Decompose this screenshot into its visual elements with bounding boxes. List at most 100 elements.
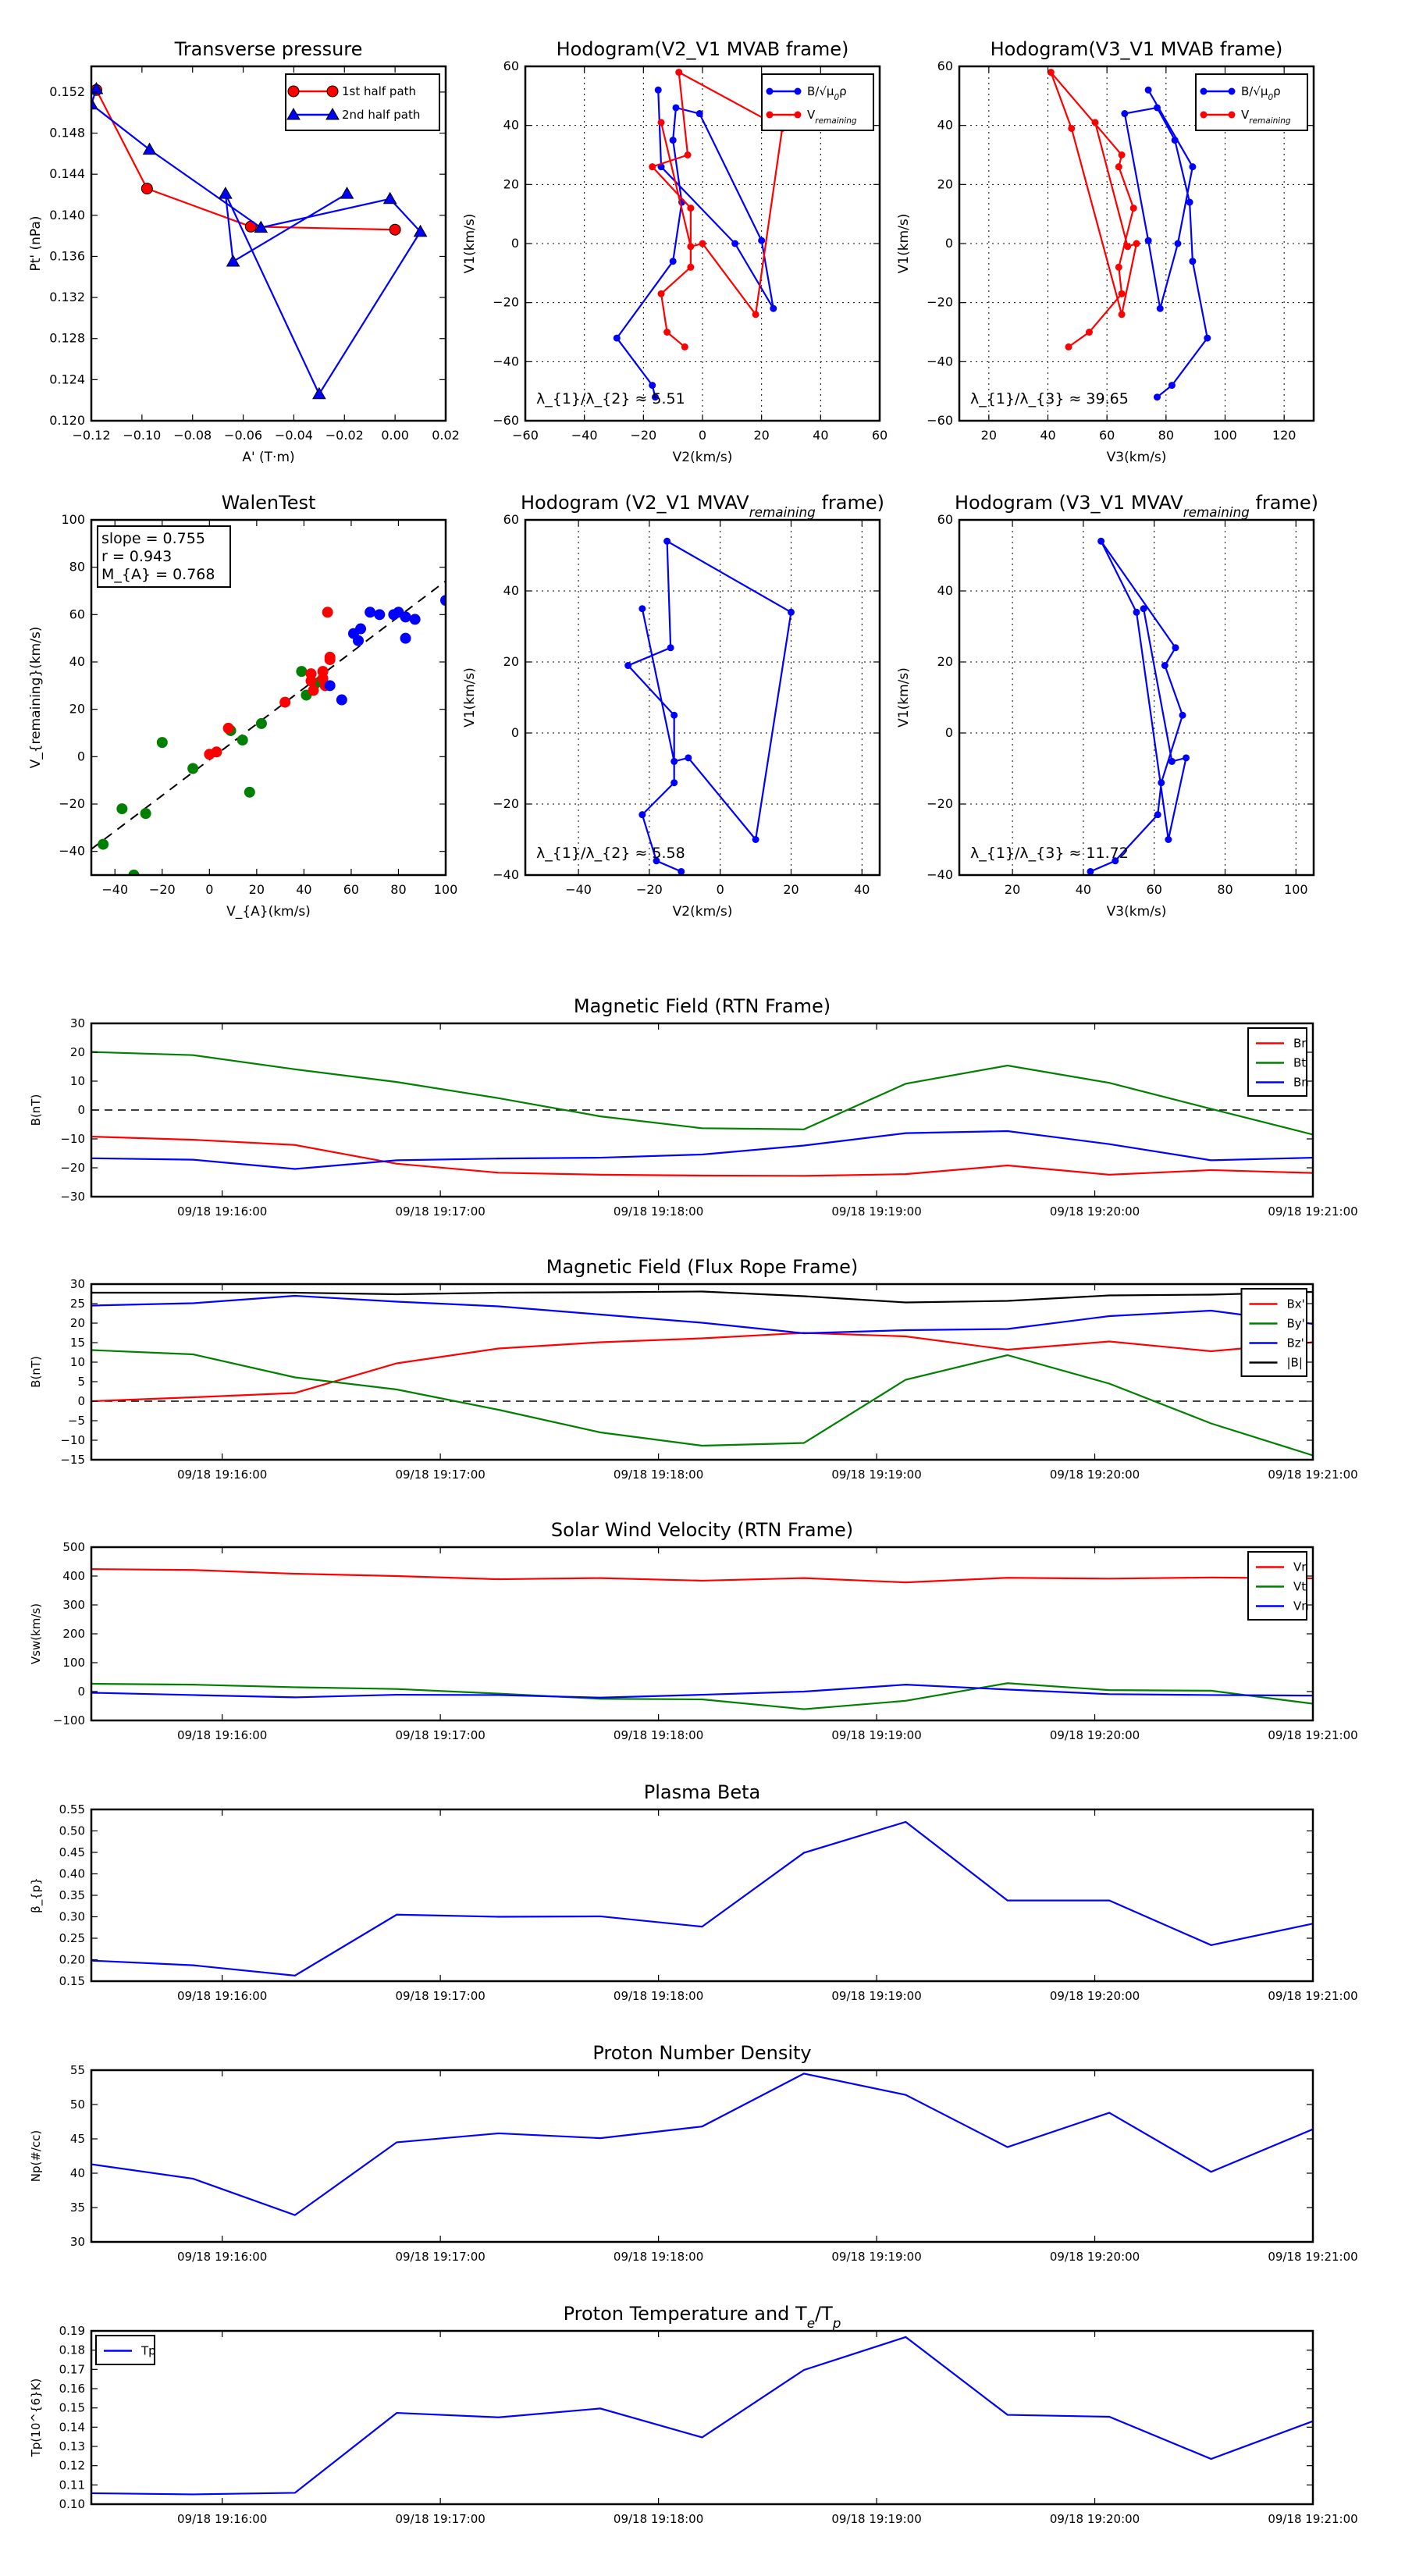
x-tick-label: 09/18 19:16:00 [177,1989,267,2003]
series-line [91,1332,1313,1403]
series-vr [91,1568,1313,1584]
y-tick-label: 15 [70,1336,85,1350]
data-point [1179,711,1186,719]
plot-area [91,1568,1313,1710]
x-tick-label: 20 [753,428,769,443]
x-tick-label: −0.04 [275,428,313,443]
data-point [1168,757,1176,765]
y-tick-label: 0 [945,725,953,740]
x-tick-label: 09/18 19:21:00 [1268,2250,1357,2264]
x-tick-label: 09/18 19:19:00 [831,2250,921,2264]
proton-temperature-panel: 09/18 19:16:00 09/18 19:17:00 09/18 19:18:… [29,2303,1358,2526]
x-tick-label: 09/18 19:21:00 [1268,1989,1357,2003]
x-tick-label: 100 [1213,428,1237,443]
legend-label: Vr [1293,1560,1307,1574]
series-br [91,1135,1313,1177]
legend: 1st half path 2nd half path [285,73,440,131]
series-line [91,1135,1313,1177]
legend-marker [794,87,802,95]
series-line [91,1051,1313,1136]
legend-marker [286,107,301,120]
x-tick-label: 60 [872,428,887,443]
x-tick-label: 09/18 19:18:00 [614,1989,703,2003]
legend-marker [766,111,774,119]
legend-label: Bz' [1287,1336,1304,1350]
y-axis-label: Np(#/cc) [29,2130,43,2183]
legend-entry: 1st half path [287,84,416,98]
data-point [1153,104,1161,112]
data-point [365,607,376,618]
data-point [116,803,128,815]
legend-entry: Vremaining [766,108,857,126]
data-point [669,137,677,144]
y-tick-label: 20 [503,654,519,669]
chart-title: Proton Temperature and Te/Tp [564,2303,841,2331]
plot-area [91,1820,1313,1976]
plot-area [624,537,795,875]
data-point [649,382,656,390]
data-point [1091,119,1099,126]
chart-title: Plasma Beta [644,1781,760,1803]
legend-label: 1st half path [342,84,416,98]
x-tick-label: 20 [783,882,799,897]
legend-entry: By' [1249,1317,1305,1331]
plot-area [1047,69,1211,401]
y-tick-label: 30 [70,1277,85,1291]
y-tick-label: 35 [70,2201,85,2215]
eigenvalue-ratio-annotation: λ_{1}/λ_{2} ≈ 5.51 [536,390,685,407]
y-tick-label: −10 [60,1433,85,1447]
x-axis-label: A' (T·m) [242,450,294,465]
data-point [222,722,234,734]
axes-frame [958,518,1315,877]
x-tick-label: −20 [149,882,176,897]
chart-title: Hodogram(V3_V1 MVAB frame) [991,38,1283,60]
legend-label: |B| [1287,1356,1303,1370]
legend-entry: Vt [1256,1580,1306,1594]
x-axis-label: V_{A}(km/s) [226,904,311,920]
series-line [91,2336,1313,2496]
x-tick-label: 09/18 19:17:00 [395,2250,485,2264]
y-tick-label: 20 [70,1316,85,1330]
data-point [244,786,255,798]
data-point [98,838,109,850]
legend-label: 2nd half path [342,108,420,122]
x-tick-label: 09/18 19:17:00 [395,1204,485,1219]
axes-frame [90,518,447,877]
data-point [653,857,660,865]
data-point [1189,163,1197,171]
data-point [695,110,703,118]
chart-title: Magnetic Field (RTN Frame) [574,995,831,1017]
data-point [413,224,428,237]
chart-title: Hodogram (V3_V1 MVAVremaining frame) [955,492,1318,520]
series-by- [91,1349,1313,1457]
y-tick-label: 0.144 [49,166,85,181]
data-point [1115,263,1122,271]
data-point [254,220,269,233]
x-tick-label: 09/18 19:16:00 [177,2250,267,2264]
legend-label: Bx' [1287,1297,1305,1311]
x-tick-label: −20 [636,882,663,897]
data-point [355,623,367,635]
series-b [1087,537,1190,875]
legend-entry: Bt [1256,1056,1306,1070]
y-tick-label: 0.45 [59,1845,85,1859]
x-tick-label: −60 [512,428,539,443]
y-tick-label: 30 [70,1016,85,1030]
data-point [140,808,151,820]
y-tick-label: 0.55 [59,1802,85,1816]
plot-area [91,2073,1313,2216]
legend-entry: Bn [1256,1076,1309,1090]
plot-area [1087,537,1190,875]
x-tick-label: 120 [1272,428,1297,443]
y-axis-label: Vsw(km/s) [29,1603,43,1664]
x-tick-label: 09/18 19:17:00 [395,1989,485,2003]
legend-entry: Tp [104,2344,156,2358]
data-point [1133,240,1140,247]
y-tick-label: 0.140 [49,208,85,222]
plasma-beta-panel: 09/18 19:16:00 09/18 19:17:00 09/18 19:18:… [29,1781,1358,2003]
x-tick-label: 09/18 19:21:00 [1268,1204,1357,1219]
y-tick-label: 10 [70,1355,85,1369]
y-tick-label: 0.12 [59,2459,85,2473]
data-point [1156,304,1164,312]
